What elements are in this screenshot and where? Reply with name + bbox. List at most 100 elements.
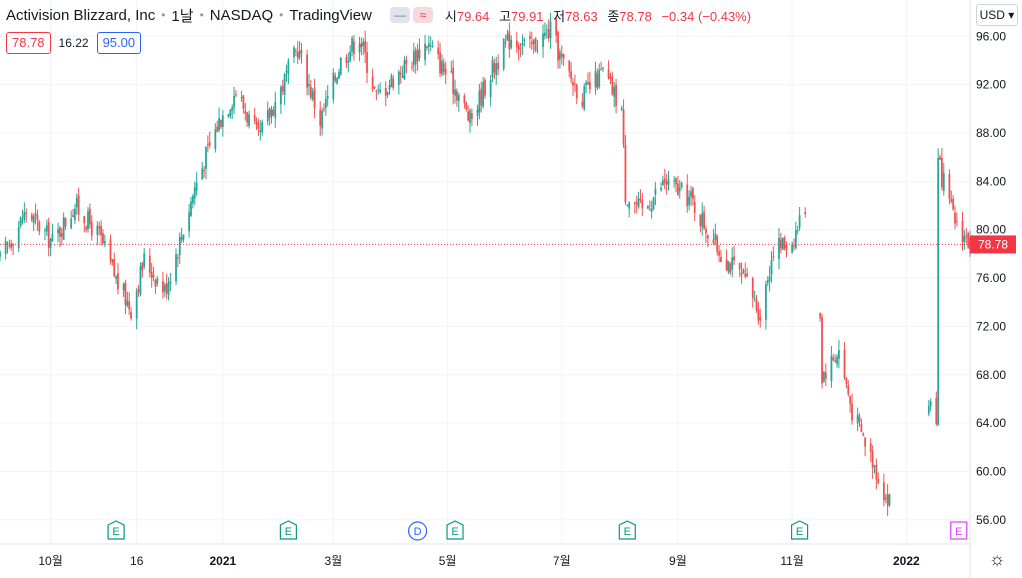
candle-body	[401, 75, 404, 78]
candle-body	[823, 371, 825, 382]
candle-body	[654, 188, 657, 195]
flag-icon[interactable]: —	[389, 7, 410, 23]
earnings-marker[interactable]	[790, 520, 809, 540]
candle-body	[860, 424, 863, 432]
earnings-marker[interactable]	[950, 521, 968, 540]
time-tick-label: 9월	[669, 554, 687, 568]
candle-body	[609, 76, 612, 79]
candle-body	[375, 90, 378, 92]
candle-body	[470, 113, 473, 119]
interval-label[interactable]: 1날	[171, 7, 194, 25]
candle-body	[478, 90, 481, 113]
candle-body	[858, 416, 861, 422]
candle-body	[961, 221, 964, 242]
candle-body	[364, 40, 367, 53]
order-panel: 78.78 16.22 95.00	[6, 32, 142, 54]
candle-body	[484, 79, 486, 96]
candle-body	[332, 72, 335, 100]
candle-body	[626, 205, 629, 207]
candle-body	[611, 76, 614, 95]
price-tick-label: 64.00	[976, 416, 1006, 430]
candle-body	[703, 211, 705, 229]
candle-body	[489, 80, 492, 98]
candle-body	[560, 53, 563, 58]
earnings-marker[interactable]	[279, 520, 297, 540]
separator-dot: •	[279, 8, 284, 22]
time-tick-label: 2021	[209, 554, 236, 568]
settings-icon[interactable]: ☼	[988, 549, 1006, 569]
candles	[0, 12, 971, 516]
candle-body	[650, 208, 653, 212]
candle-body	[83, 216, 86, 224]
candle-body	[532, 40, 535, 44]
candle-body	[339, 57, 342, 75]
price-tick-label: 56.00	[976, 513, 1006, 527]
earnings-marker[interactable]	[446, 520, 464, 540]
candle-body	[952, 198, 955, 210]
candle-body	[598, 69, 601, 87]
candle-body	[167, 282, 170, 295]
close-value: 78.78	[619, 8, 652, 24]
candle-body	[32, 215, 35, 224]
sell-price-button[interactable]: 78.78	[6, 32, 51, 54]
candle-body	[19, 217, 22, 227]
time-tick-label: 2022	[893, 554, 920, 568]
candle-body	[12, 245, 15, 247]
candle-body	[379, 89, 382, 93]
candle-body	[64, 217, 67, 227]
candle-body	[270, 109, 273, 118]
candle-body	[115, 276, 118, 279]
candle-body	[206, 143, 209, 145]
candle-body	[60, 233, 63, 237]
candle-body	[757, 309, 760, 321]
currency-select[interactable]: USD ▾	[976, 4, 1018, 26]
symbol-name[interactable]: Activision Blizzard, Inc	[6, 6, 156, 24]
earnings-marker[interactable]	[618, 520, 636, 540]
candle-body	[109, 239, 112, 261]
candle-body	[641, 200, 644, 209]
candle-body	[195, 182, 198, 191]
candle-body	[214, 129, 217, 150]
candle-body	[261, 122, 264, 133]
candle-body	[450, 71, 453, 73]
dividend-marker[interactable]	[407, 521, 428, 541]
candle-body	[353, 41, 355, 55]
candle-body	[191, 196, 194, 204]
event-marker-letter: E	[112, 526, 119, 538]
candle-body	[51, 234, 54, 241]
candle-body	[152, 274, 155, 278]
candle-body	[424, 43, 426, 60]
separator-dot: •	[199, 8, 204, 22]
price-tick-label: 88.00	[976, 126, 1006, 140]
candle-body	[176, 257, 179, 259]
time-axis: 10월 16 2021 3월 5월 7월 9월 11월 2022	[38, 554, 920, 568]
candle-body	[431, 45, 434, 47]
candle-body	[21, 220, 24, 222]
candle-body	[733, 256, 735, 261]
candle-body	[633, 202, 636, 204]
earnings-marker[interactable]	[107, 520, 125, 540]
candle-body	[429, 45, 432, 47]
candle-body	[783, 237, 786, 249]
candle-body	[165, 283, 168, 294]
candle-body	[624, 144, 627, 203]
candle-body	[87, 211, 89, 230]
candle-body	[843, 349, 846, 378]
candle-body	[366, 51, 368, 74]
wave-icon[interactable]: ≈	[412, 7, 433, 23]
time-tick-label: 11월	[780, 554, 804, 568]
price-tick-label: 72.00	[976, 319, 1006, 333]
candle-body	[545, 29, 548, 31]
candle-body	[444, 68, 447, 75]
candle-body	[285, 71, 288, 73]
data-source-label: TradingView	[289, 6, 372, 24]
candle-body	[675, 177, 677, 185]
buy-price-button[interactable]: 95.00	[96, 32, 142, 54]
price-tick-label: 76.00	[976, 271, 1006, 285]
candle-body	[293, 47, 295, 58]
candle-body	[594, 71, 597, 88]
candle-body	[647, 205, 649, 209]
last-price-tag	[970, 235, 1016, 254]
